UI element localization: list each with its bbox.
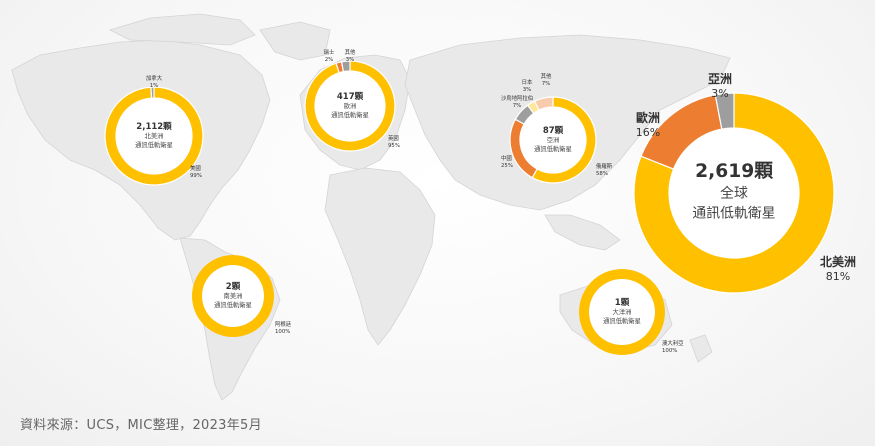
- center-label: 全球: [720, 184, 748, 201]
- slice-label: 沙烏地阿拉伯: [501, 94, 533, 102]
- center-label: 通訊低軌衛星: [603, 316, 641, 325]
- donut-hole: [520, 107, 586, 173]
- slice-加拿大: [150, 86, 155, 99]
- donut-hole: [315, 71, 385, 141]
- donut-hole: [116, 98, 192, 174]
- slice-percent: 7%: [513, 103, 522, 109]
- slice-label: 其他: [541, 72, 552, 80]
- slice-percent: 25%: [501, 163, 513, 169]
- slice-label: 俄羅斯: [596, 162, 613, 170]
- slice-percent: 1%: [150, 83, 159, 89]
- slice-其他: [533, 96, 554, 111]
- slice-label: 澳大利亞: [662, 339, 684, 347]
- slice-label: 歐洲: [636, 110, 660, 125]
- donut-hole: [669, 128, 799, 258]
- slice-美國: [104, 86, 204, 186]
- slice-北美洲: [633, 92, 835, 294]
- center-count: 2,112顆: [136, 121, 172, 132]
- slice-percent: 100%: [662, 348, 677, 354]
- slice-percent: 3%: [346, 57, 355, 63]
- slice-percent: 99%: [190, 173, 202, 179]
- slice-label: 亞洲: [708, 72, 732, 86]
- slice-label: 阿根廷: [275, 320, 292, 328]
- slice-percent: 7%: [542, 81, 551, 87]
- center-label: 大洋洲: [613, 307, 632, 316]
- center-label: 北美洲: [145, 131, 164, 140]
- donut-hole: [589, 279, 655, 345]
- center-label: 亞洲: [547, 136, 560, 144]
- center-count: 417顆: [337, 91, 364, 102]
- center-label: 通訊低軌衛星: [692, 206, 775, 222]
- slice-percent: 3%: [523, 87, 532, 93]
- slice-label: 美國: [190, 164, 201, 172]
- slice-percent: 95%: [388, 143, 400, 149]
- center-label: 歐洲: [344, 101, 357, 110]
- slice-label: 日本: [522, 78, 533, 86]
- slice-亞洲: [714, 92, 735, 130]
- center-count: 87顆: [543, 125, 564, 136]
- slice-percent: 2%: [325, 57, 334, 63]
- slice-label: 北美洲: [820, 254, 856, 269]
- slice-英國: [304, 60, 396, 152]
- slice-percent: 16%: [636, 126, 660, 139]
- slice-percent: 3%: [711, 87, 728, 100]
- slice-label: 英國: [388, 134, 399, 142]
- center-label: 通訊低軌衛星: [534, 144, 572, 153]
- center-count: 2,619顆: [695, 161, 773, 182]
- slice-percent: 58%: [596, 171, 608, 177]
- center-label: 通訊低軌衛星: [214, 300, 252, 309]
- slice-label: 瑞士: [324, 48, 335, 56]
- center-label: 南美洲: [224, 291, 243, 300]
- center-label: 通訊低軌衛星: [135, 140, 173, 149]
- center-count: 1顆: [615, 297, 630, 308]
- slice-percent: 81%: [826, 270, 850, 283]
- slice-label: 其他: [345, 48, 356, 56]
- slice-percent: 100%: [275, 329, 290, 335]
- donut-hole: [202, 265, 264, 327]
- slice-label: 加拿大: [146, 74, 163, 82]
- center-label: 通訊低軌衛星: [331, 110, 369, 119]
- source-note: 資料來源：UCS，MIC整理，2023年5月: [20, 418, 262, 433]
- slice-label: 中國: [501, 154, 512, 162]
- slice-其他: [340, 60, 351, 73]
- center-count: 2顆: [226, 281, 241, 292]
